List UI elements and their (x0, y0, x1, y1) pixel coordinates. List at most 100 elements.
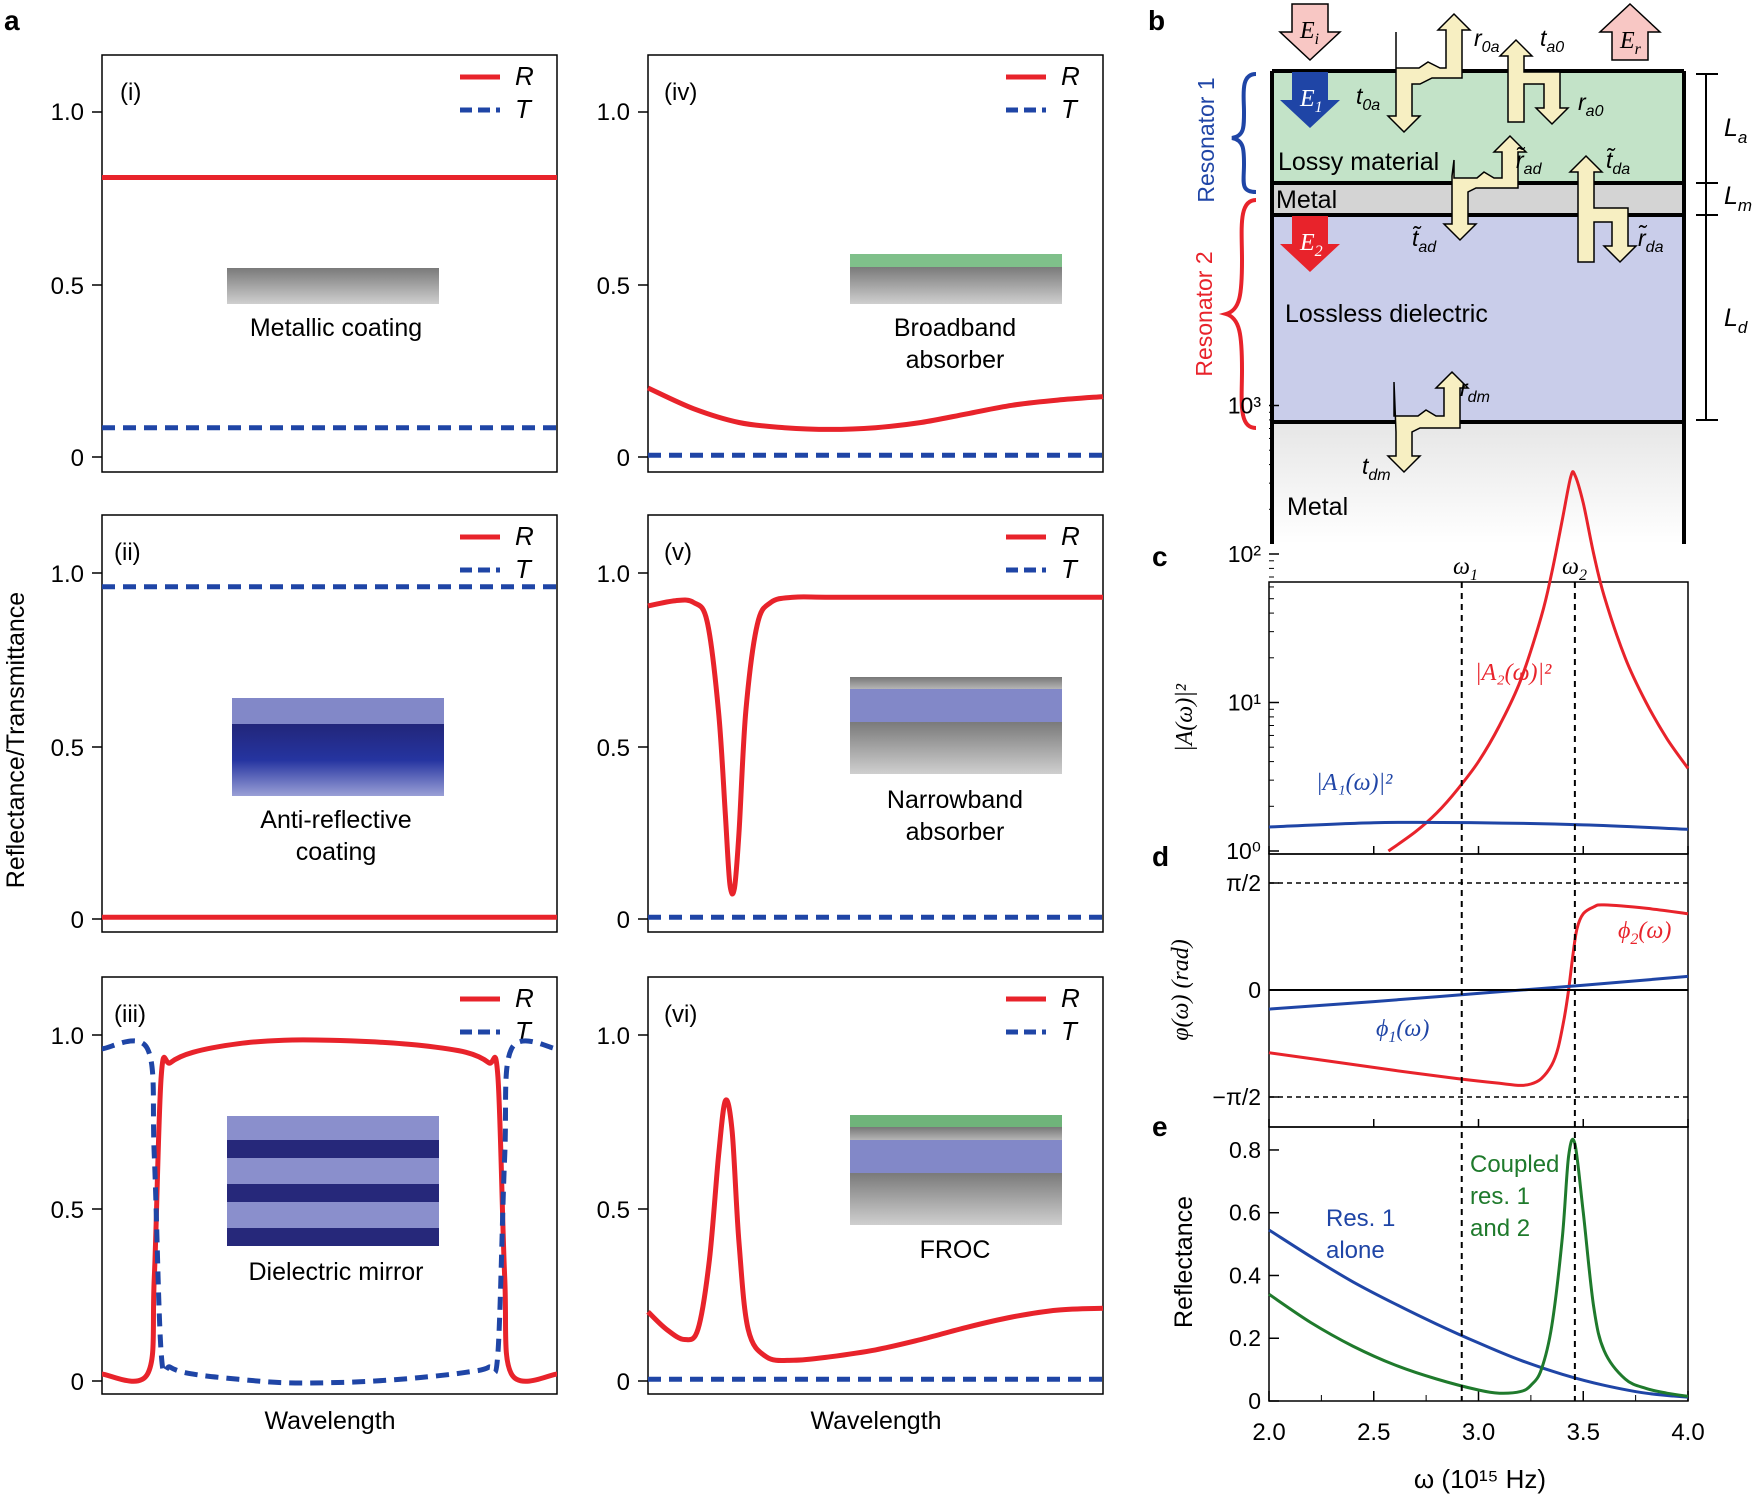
A1-label: |A₁(ω)|² (1316, 770, 1393, 796)
c-ytick-label: 10³ (1228, 393, 1262, 419)
ytick-label: 0.5 (51, 273, 84, 300)
arrow-a0 (1498, 38, 1570, 126)
ytick-label: 1.0 (597, 561, 630, 588)
metal-bottom-label: Metal (1287, 493, 1348, 521)
arrow-ad (1442, 134, 1528, 242)
legend-t-label: T (1061, 1016, 1079, 1046)
e-ytick-label: 0 (1248, 1388, 1261, 1414)
c-ylabel: |A(ω)|² (1172, 683, 1198, 752)
E1-arrow (1280, 72, 1340, 128)
e-xtick-label: 3.5 (1567, 1419, 1600, 1446)
e-xtick-label: 4.0 (1671, 1419, 1704, 1446)
c-A1-curve (1268, 820, 1689, 831)
E1-label: E1 (1299, 86, 1323, 116)
coef-t0a: t0a (1356, 83, 1380, 114)
caption-mirror: Dielectric mirror (249, 1258, 424, 1286)
axes-a-iv (647, 54, 1104, 473)
caption-ar-2: coating (296, 838, 377, 866)
e-ylabel: Reflectance (1170, 1196, 1198, 1328)
arrow-dm (1386, 370, 1470, 474)
ytick-label: 0.5 (51, 1197, 84, 1224)
e-xlabel: ω (10¹⁵ Hz) (1414, 1464, 1546, 1494)
e-ytick-label: 0.8 (1229, 1137, 1261, 1163)
ytick-label: 1.0 (51, 1023, 84, 1050)
axes-a-v (647, 514, 1104, 933)
dim-Ld: Ld (1724, 304, 1748, 337)
caption-metallic: Metallic coating (250, 314, 422, 342)
panel-label-e: e (1152, 1111, 1168, 1142)
lossy-label: Lossy material (1278, 148, 1439, 176)
e-xtick-label: 3.0 (1462, 1419, 1495, 1446)
ytick-label: 0 (71, 1369, 84, 1396)
E2-label: E2 (1299, 230, 1323, 260)
c-ytick-label: 10² (1228, 541, 1262, 567)
coupled-label-2: res. 1 (1470, 1183, 1530, 1210)
dielectric-label: Lossless dielectric (1285, 300, 1488, 328)
metal-mid-label: Metal (1276, 186, 1337, 214)
Er-arrow (1598, 2, 1662, 61)
a-ytick-labels: 1.0 0.5 0 1.0 0.5 0 1.0 0.5 0 1.0 0.5 0 … (51, 99, 630, 1396)
panel-label-b: b (1148, 5, 1165, 36)
legend-t-label: T (515, 554, 533, 584)
ytick-label: 0.5 (597, 273, 630, 300)
interface-arrows (1386, 12, 1638, 474)
panel-tag-iv: (iv) (664, 79, 697, 106)
e-xtick-label: 2.5 (1357, 1419, 1390, 1446)
axes-a-vi (647, 976, 1104, 1395)
coef-ra0: ra0 (1578, 89, 1604, 120)
d-ytick-label: −π/2 (1213, 1084, 1261, 1110)
e-ytick-label: 0.2 (1229, 1325, 1261, 1351)
legend-t-label: T (515, 94, 533, 124)
legend-t-label: T (1061, 94, 1079, 124)
e-coupled-curve (1268, 1137, 1689, 1398)
coupled-label-3: and 2 (1470, 1215, 1530, 1242)
structure-froc (850, 1115, 1062, 1225)
c-ytick-label: 10⁰ (1226, 838, 1261, 864)
resonator2-label: Resonator 2 (1191, 251, 1217, 376)
resonator2-brace (1218, 198, 1257, 430)
legend-t-label: T (1061, 554, 1079, 584)
coef-rad: r̃ad (1516, 147, 1543, 178)
coef-tda: t̃da (1606, 147, 1630, 178)
e-xtick-label: 2.0 (1252, 1419, 1285, 1446)
coef-tad: t̃ad (1412, 225, 1437, 256)
coef-rdm: rdm (1460, 375, 1490, 406)
ytick-label: 1.0 (51, 561, 84, 588)
legend-r-label: R (515, 983, 534, 1013)
ytick-label: 0.5 (51, 735, 84, 762)
A2-label: |A₂(ω)|² (1475, 660, 1552, 686)
caption-broadband-1: Broadband (894, 314, 1016, 342)
res1-label-1: Res. 1 (1326, 1205, 1395, 1232)
d-ytick-label: 0 (1248, 977, 1261, 1003)
d-ytick-label: π/2 (1226, 870, 1261, 896)
panel-b-diagram: Lossy material Metal Lossless dielectric… (1191, 2, 1752, 544)
dim-La: La (1724, 114, 1747, 147)
phi1-label: ϕ1(ω) (1376, 1016, 1429, 1046)
legend-r-label: R (1061, 521, 1080, 551)
ytick-label: 0 (617, 1369, 630, 1396)
caption-broadband-2: absorber (906, 346, 1005, 374)
panel-label-d: d (1152, 841, 1169, 872)
ytick-label: 0.5 (597, 735, 630, 762)
legend-r-label: R (515, 521, 534, 551)
e-ytick-label: 0.6 (1229, 1200, 1261, 1226)
panel-tag-vi: (vi) (664, 1001, 697, 1028)
d-ylabel: φ(ω) (rad) (1168, 939, 1194, 1041)
legend-r-label: R (1061, 61, 1080, 91)
ytick-label: 1.0 (51, 99, 84, 126)
d-phi2-curve (1268, 903, 1689, 1087)
structure-dielectric-mirror (227, 1116, 439, 1246)
axes-a-iii (101, 976, 558, 1395)
resonator1-brace (1231, 72, 1257, 194)
panel-label-c: c (1152, 541, 1168, 572)
panel-tag-v: (v) (664, 539, 692, 566)
coef-tdm: tdm (1362, 453, 1391, 484)
Er-label: Er (1619, 28, 1642, 58)
e-res1-curve (1268, 1228, 1689, 1399)
legend-t-label: T (515, 1016, 533, 1046)
E2-arrow (1280, 216, 1340, 272)
structure-broadband (850, 254, 1062, 304)
panel-tag-ii: (ii) (114, 539, 141, 566)
axes-a-ii (101, 514, 558, 933)
